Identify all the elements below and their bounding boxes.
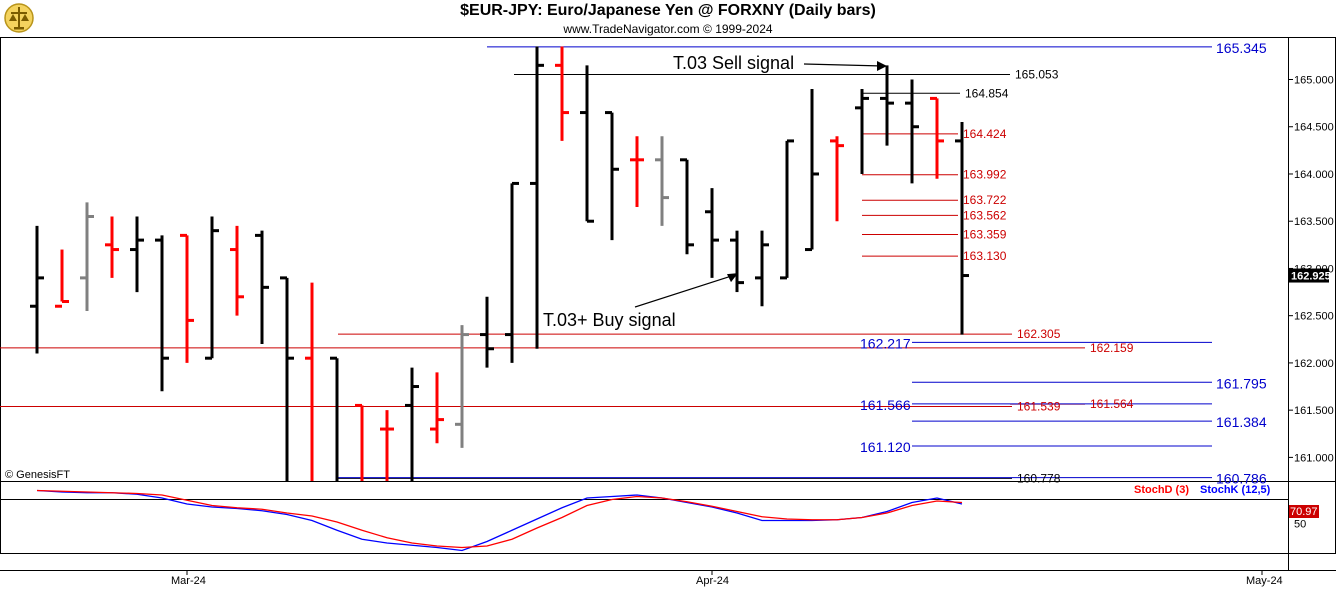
level-label-red: 161.539 — [1017, 399, 1061, 413]
chart-frame — [0, 37, 1336, 554]
buy-signal-arrowhead — [727, 273, 738, 283]
ohlc-bar — [705, 188, 719, 278]
ohlc-bar — [280, 276, 294, 481]
ohlc-bar — [205, 216, 219, 360]
buy-signal-arrow — [634, 274, 735, 308]
level-label-blue: 165.345 — [1216, 40, 1267, 56]
ohlc-bar — [155, 235, 169, 392]
ohlc-bar — [580, 65, 594, 223]
price-tick-label: 164.500 — [1294, 122, 1334, 134]
level-label-red: 162.159 — [1090, 341, 1134, 355]
price-plot — [0, 46, 1212, 481]
ohlc-bar — [880, 65, 894, 146]
sell-signal-arrowhead — [877, 61, 887, 71]
level-label-blue: 162.217 — [860, 335, 911, 351]
level-label-blue: 160.786 — [1216, 471, 1267, 487]
stoch-last-tag — [1289, 505, 1319, 518]
ohlc-bar — [755, 230, 769, 307]
chart-subtitle: www.TradeNavigator.com © 1999-2024 — [563, 22, 773, 36]
ohlc-bar — [355, 403, 364, 481]
ohlc-bar — [630, 136, 644, 208]
sell-signal-label: T.03 Sell signal — [673, 53, 794, 73]
buy-signal-label: T.03+ Buy signal — [543, 310, 676, 330]
watermark-label: © GenesisFT — [5, 469, 70, 481]
stoch-legend-k: StochK (12,5) — [1200, 484, 1271, 496]
stoch-last-label: 70.97 — [1290, 506, 1318, 518]
ohlc-bar — [955, 122, 969, 335]
ohlc-bar — [55, 249, 69, 308]
ohlc-bar — [305, 282, 314, 481]
ohlc-bar — [430, 372, 444, 444]
ohlc-bar — [380, 410, 394, 481]
price-tick-label: 163.500 — [1294, 216, 1334, 228]
ohlc-bar — [905, 79, 919, 184]
price-tick-label: 164.000 — [1294, 169, 1334, 181]
time-tick-label: Mar-24 — [171, 575, 206, 587]
time-tick-label: May-24 — [1246, 575, 1283, 587]
level-label-black: 164.854 — [965, 86, 1009, 100]
stoch-k-line — [36, 489, 963, 552]
ohlc-bar — [130, 216, 144, 293]
time-tick-label: Apr-24 — [696, 575, 729, 587]
price-tick-label: 162.000 — [1294, 358, 1334, 370]
level-label-black: 165.053 — [1015, 68, 1059, 82]
level-label-red: 161.564 — [1090, 397, 1134, 411]
stoch-d-line — [36, 489, 963, 549]
level-label-red: 163.562 — [963, 208, 1007, 222]
ohlc-bar — [455, 325, 469, 448]
ohlc-bar — [230, 225, 244, 316]
ohlc-bar — [855, 88, 869, 174]
price-tick-label: 161.500 — [1294, 405, 1334, 417]
ohlc-bar — [780, 139, 794, 280]
last-price-tag — [1289, 268, 1329, 283]
ohlc-bar — [530, 46, 544, 349]
logo-icon — [4, 2, 34, 34]
chart-title: $EUR-JPY: Euro/Japanese Yen @ FORXNY (Da… — [460, 2, 876, 19]
sell-signal-arrow — [803, 63, 884, 67]
ohlc-bar — [680, 158, 694, 255]
ohlc-bar — [930, 96, 944, 179]
ohlc-bar — [805, 88, 819, 252]
last-price-label: 162.925 — [1291, 271, 1331, 283]
price-tick-label: 162.500 — [1294, 311, 1334, 323]
ohlc-bar — [505, 181, 519, 363]
stoch-legend-d: StochD (3) — [1134, 484, 1189, 496]
price-tick-label: 165.000 — [1294, 75, 1334, 87]
level-label-red: 163.359 — [963, 228, 1007, 242]
level-label-blue: 161.566 — [860, 397, 911, 413]
level-label-red: 163.130 — [963, 249, 1007, 263]
ohlc-bar — [255, 230, 269, 345]
level-label-red: 163.722 — [963, 193, 1007, 207]
ohlc-bar — [830, 136, 844, 222]
level-label-black: 160.778 — [1017, 471, 1061, 485]
ohlc-bar — [555, 46, 569, 141]
ohlc-bar — [330, 356, 339, 481]
ohlc-bar — [655, 136, 669, 226]
ohlc-bar — [80, 202, 94, 311]
price-tick-label: 161.000 — [1294, 452, 1334, 464]
ohlc-bar — [105, 216, 119, 278]
level-label-red: 162.305 — [1017, 327, 1061, 341]
level-label-blue: 161.120 — [860, 439, 911, 455]
ohlc-bar — [730, 230, 744, 293]
level-label-red: 164.424 — [963, 127, 1007, 141]
ohlc-bar — [405, 367, 419, 481]
ohlc-bar — [605, 111, 619, 241]
ohlc-bar — [480, 296, 494, 368]
level-label-red: 163.992 — [963, 168, 1007, 182]
ohlc-bar — [180, 233, 194, 363]
stoch-tick-label: 50 — [1294, 519, 1306, 531]
level-label-blue: 161.795 — [1216, 375, 1267, 391]
level-label-blue: 161.384 — [1216, 414, 1267, 430]
ohlc-bar — [30, 225, 44, 354]
